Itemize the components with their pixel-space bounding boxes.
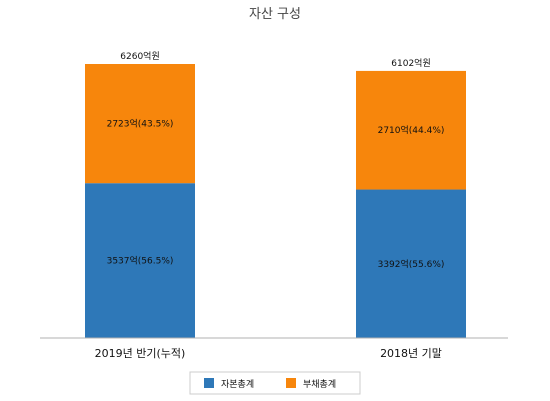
- legend-border: [189, 371, 361, 395]
- bar-equity-0: [85, 183, 195, 338]
- labels-group: 3537억(56.5%) 2723억(43.5%) 6260억원 2019년 반기(누…: [95, 50, 445, 360]
- bars-group: [85, 64, 466, 338]
- segment-label-liability-1: 2710억(44.4%): [378, 124, 445, 136]
- chart-title: 자산 구성: [249, 7, 301, 22]
- category-label-1: 2018년 기말: [380, 347, 442, 360]
- bar-equity-1: [356, 189, 466, 338]
- legend-swatch-equity: [204, 378, 214, 388]
- bar-liability-0: [85, 64, 195, 184]
- total-label-0: 6260억원: [120, 50, 159, 62]
- legend: 자본총계 부채총계: [189, 371, 361, 395]
- total-label-1: 6102억원: [391, 57, 430, 69]
- category-label-0: 2019년 반기(누적): [95, 347, 186, 360]
- segment-label-equity-1: 3392억(55.6%): [378, 258, 445, 270]
- legend-swatch-liability: [286, 378, 296, 388]
- legend-label-liability: 부채총계: [303, 378, 336, 390]
- segment-label-equity-0: 3537억(56.5%): [107, 255, 174, 267]
- segment-label-liability-0: 2723억(43.5%): [107, 118, 174, 130]
- legend-label-equity: 자본총계: [221, 378, 254, 390]
- bar-liability-1: [356, 70, 466, 190]
